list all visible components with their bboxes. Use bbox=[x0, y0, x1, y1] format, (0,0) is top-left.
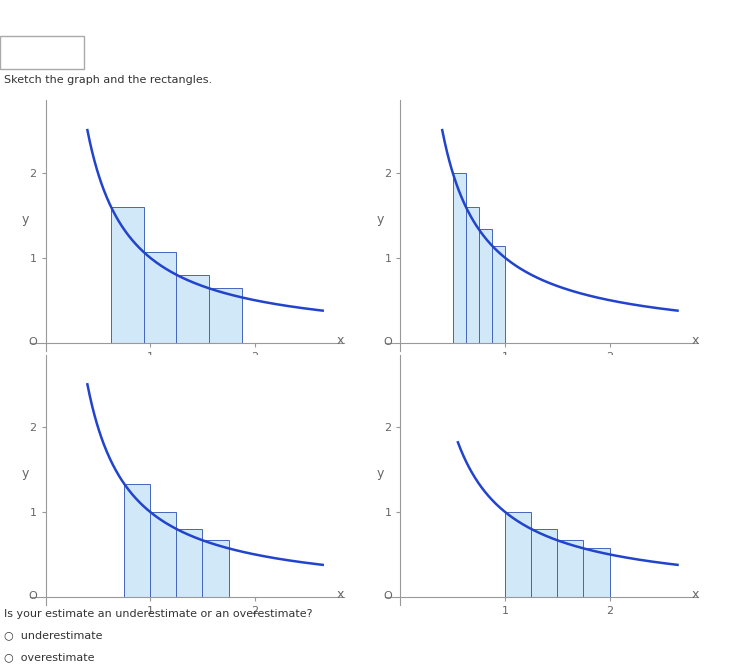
Bar bbox=[583, 549, 610, 597]
Bar bbox=[479, 229, 492, 343]
Bar bbox=[124, 484, 150, 597]
FancyBboxPatch shape bbox=[0, 36, 84, 69]
Bar bbox=[557, 541, 583, 597]
Bar bbox=[143, 252, 176, 343]
Y-axis label: y: y bbox=[376, 467, 384, 480]
Text: x: x bbox=[692, 588, 699, 601]
Bar bbox=[453, 173, 466, 343]
Bar bbox=[150, 512, 176, 597]
Text: O: O bbox=[383, 337, 392, 347]
Bar bbox=[176, 275, 209, 343]
Bar bbox=[466, 207, 479, 343]
Y-axis label: y: y bbox=[22, 213, 29, 226]
Text: O: O bbox=[28, 591, 37, 601]
Bar bbox=[111, 207, 143, 343]
Text: x: x bbox=[337, 334, 344, 347]
Text: Sketch the graph and the rectangles.: Sketch the graph and the rectangles. bbox=[4, 74, 212, 84]
Bar bbox=[202, 541, 229, 597]
Text: O: O bbox=[28, 337, 37, 347]
Bar bbox=[531, 529, 557, 597]
Bar bbox=[492, 246, 505, 343]
Bar bbox=[176, 529, 202, 597]
Y-axis label: y: y bbox=[376, 213, 384, 226]
Text: (b) Repeat part (a) using left endpoints. (Round your answer to four decimal pla: (b) Repeat part (a) using left endpoints… bbox=[4, 10, 418, 20]
Text: ○  underestimate: ○ underestimate bbox=[4, 630, 102, 640]
Bar bbox=[505, 512, 531, 597]
Text: O: O bbox=[383, 591, 392, 601]
Text: Is your estimate an underestimate or an overestimate?: Is your estimate an underestimate or an … bbox=[4, 609, 312, 619]
Y-axis label: y: y bbox=[22, 467, 29, 480]
Text: ○  overestimate: ○ overestimate bbox=[4, 652, 94, 662]
Text: x: x bbox=[337, 588, 344, 601]
Text: x: x bbox=[692, 334, 699, 347]
Bar bbox=[209, 288, 241, 343]
